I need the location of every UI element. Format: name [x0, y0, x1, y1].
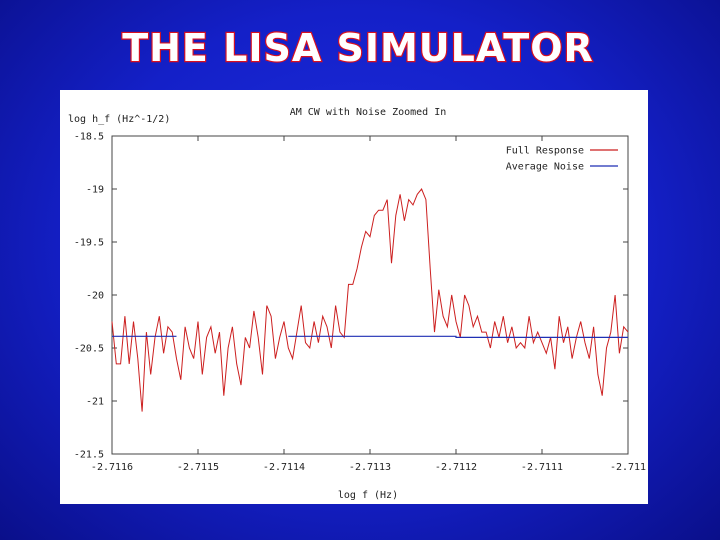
plot-frame — [111, 135, 629, 455]
y-tick-label: -20.5 — [74, 344, 104, 355]
x-tick-label: -2.7111 — [521, 462, 563, 473]
series-line-full-response — [111, 188, 629, 412]
y-tick-label: -19.5 — [74, 238, 104, 249]
y-tick-label: -18.5 — [74, 132, 104, 143]
legend-label: Average Noise — [506, 162, 584, 173]
y-tick-label: -21.5 — [74, 450, 104, 461]
line-chart: AM CW with Noise Zoomed In log h_f (Hz^-… — [68, 107, 646, 501]
y-tick-label: -20 — [86, 291, 104, 302]
x-axis-label: log f (Hz) — [338, 490, 398, 501]
y-axis-label: log h_f (Hz^-1/2) — [68, 114, 170, 125]
slide-title: THE LISA SIMULATOR — [121, 25, 594, 71]
chart-title: AM CW with Noise Zoomed In — [290, 107, 447, 118]
slide-title-text: THE LISA SIMULATOR — [122, 26, 594, 70]
x-tick-label: -2.7112 — [435, 462, 477, 473]
x-tick-label: -2.7116 — [91, 462, 133, 473]
legend-label: Full Response — [506, 146, 584, 157]
x-tick-label: -2.7114 — [263, 462, 305, 473]
plot-panel: AM CW with Noise Zoomed In log h_f (Hz^-… — [60, 90, 648, 504]
x-tick-label: -2.7115 — [177, 462, 219, 473]
x-tick-label: -2.711 — [610, 462, 646, 473]
series-line-average-noise — [112, 335, 628, 338]
x-tick-label: -2.7113 — [349, 462, 391, 473]
y-tick-label: -21 — [86, 397, 104, 408]
y-tick-label: -19 — [86, 185, 104, 196]
